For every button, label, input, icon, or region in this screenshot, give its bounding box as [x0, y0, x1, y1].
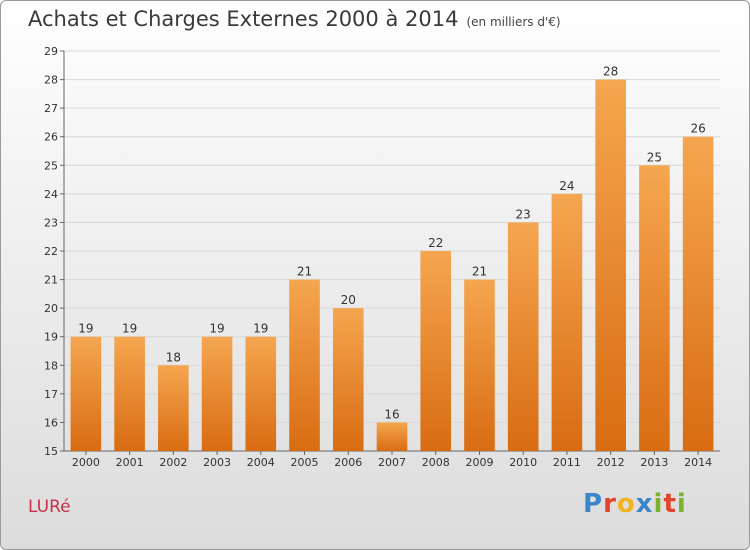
data-labels: 19 19 18 19 19 21 20 16 22 21 23 24 28 25 26 — [78, 65, 706, 422]
data-label: 24 — [559, 179, 574, 193]
bar — [114, 336, 145, 451]
x-tick-label: 2001 — [116, 456, 144, 469]
data-label: 22 — [428, 236, 443, 250]
y-tick-label: 19 — [44, 331, 58, 344]
bar — [332, 308, 364, 451]
bar — [289, 279, 320, 451]
y-tick-label: 21 — [44, 274, 58, 287]
chart-title-text: Achats et Charges Externes 2000 à 2014 — [28, 7, 459, 31]
data-label: 19 — [253, 322, 268, 336]
x-tick-label: 2011 — [553, 456, 581, 469]
y-tick-label: 20 — [44, 302, 58, 315]
proxiti-logo: Proxiti — [583, 489, 687, 519]
data-label: 16 — [384, 407, 399, 421]
y-tick-label: 18 — [44, 359, 58, 372]
y-tick-label: 24 — [44, 188, 58, 201]
y-tick-label: 28 — [44, 74, 58, 87]
data-label: 20 — [341, 293, 356, 307]
x-tick-label: 2014 — [684, 456, 712, 469]
x-tick-label: 2005 — [291, 456, 319, 469]
chart-title: Achats et Charges Externes 2000 à 2014 (e… — [28, 7, 561, 31]
data-label: 21 — [297, 265, 312, 279]
bar — [245, 336, 277, 451]
logo-letter: i — [653, 489, 664, 519]
bar — [639, 165, 670, 452]
bar — [420, 251, 452, 451]
data-label: 26 — [690, 122, 705, 136]
logo-letter: t — [663, 489, 677, 519]
x-tick-label: 2010 — [509, 456, 537, 469]
x-tick-label: 2012 — [597, 456, 625, 469]
unit-label: (en milliers d'€) — [466, 15, 561, 29]
y-tick-label: 16 — [44, 416, 58, 429]
logo-letter: i — [676, 489, 687, 519]
bar — [201, 336, 233, 451]
logo-letter: x — [635, 489, 654, 519]
bar — [70, 336, 102, 451]
data-label: 19 — [209, 322, 224, 336]
x-tick-label: 2006 — [334, 456, 362, 469]
x-tick-label: 2004 — [247, 456, 275, 469]
logo-letter: o — [616, 489, 636, 519]
data-label: 25 — [647, 150, 662, 164]
data-label: 21 — [472, 265, 487, 279]
x-tick-label: 2007 — [378, 456, 406, 469]
bar — [551, 193, 583, 451]
x-tick-label: 2013 — [640, 456, 668, 469]
x-tick-label: 2002 — [159, 456, 187, 469]
bar — [682, 136, 714, 451]
x-tick-label: 2009 — [465, 456, 493, 469]
y-tick-label: 17 — [44, 388, 58, 401]
y-tick-label: 15 — [44, 445, 58, 458]
data-label: 18 — [166, 350, 181, 364]
y-tick-label: 29 — [44, 45, 58, 58]
data-label: 19 — [122, 322, 137, 336]
y-tick-label: 23 — [44, 216, 58, 229]
x-tick-label: 2003 — [203, 456, 231, 469]
y-tick-label: 27 — [44, 102, 58, 115]
bar — [376, 422, 408, 451]
y-tick-label: 22 — [44, 245, 58, 258]
y-tick-label: 26 — [44, 131, 58, 144]
bar — [507, 222, 539, 451]
logo-letter: P — [583, 489, 604, 519]
y-tick-label: 25 — [44, 159, 58, 172]
data-label: 23 — [516, 207, 531, 221]
bar — [464, 279, 495, 451]
x-tick-label: 2008 — [422, 456, 450, 469]
data-label: 19 — [78, 322, 93, 336]
data-label: 28 — [603, 65, 618, 79]
commune-name: LURé — [28, 497, 71, 517]
bar — [158, 365, 189, 451]
x-tick-label: 2000 — [72, 456, 100, 469]
bar — [595, 79, 626, 452]
logo-letter: r — [603, 489, 617, 519]
bars — [70, 79, 714, 452]
